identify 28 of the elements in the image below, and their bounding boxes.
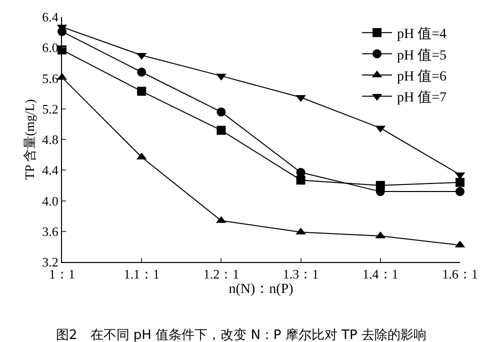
- x-tick-label: 1.3：1: [282, 266, 319, 282]
- legend-label: pH 值=4: [397, 26, 447, 42]
- y-tick-label: 6.4: [42, 10, 59, 25]
- point: [137, 86, 146, 96]
- x-tick-label: 1.1：1: [124, 266, 160, 282]
- y-tick-label: 5.2: [42, 101, 58, 116]
- x-tick-label: 1.4：1: [362, 266, 398, 282]
- legend-label: pH 值=6: [397, 68, 447, 84]
- y-tick-label: 4.4: [42, 162, 59, 178]
- y-tick-label: 3.6: [42, 224, 59, 239]
- y-tick-label: 6.0: [42, 40, 58, 56]
- y-tick-label: 4.0: [42, 193, 58, 208]
- point: [456, 178, 464, 187]
- x-tick-label: 1.2：1: [203, 266, 240, 282]
- y-tick-label: 5.6: [42, 70, 59, 86]
- y-axis-title: TP 含量(mg/L): [22, 99, 38, 180]
- point: [216, 107, 226, 116]
- legend-label: pH 值=5: [397, 47, 447, 64]
- point: [137, 68, 146, 77]
- y-tick-label: 4.8: [42, 132, 58, 148]
- text: 图2 在不同 pH 值条件下，改变 N：P 摩尔比对 TP 去除的影响: [56, 328, 426, 342]
- point: [296, 176, 306, 185]
- point: [296, 168, 306, 177]
- x-axis-title: n(N)：n(P): [228, 282, 294, 297]
- point: [456, 187, 464, 196]
- point: [216, 126, 226, 135]
- x-tick-label: 1.6：1: [442, 266, 478, 282]
- legend-label: pH 值=7: [397, 90, 447, 106]
